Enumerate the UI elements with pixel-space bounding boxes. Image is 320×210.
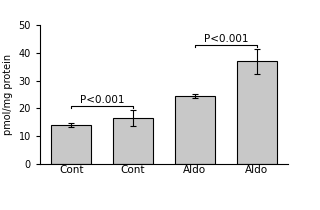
Y-axis label: pmol/mg protein: pmol/mg protein xyxy=(3,54,13,135)
Text: P<0.001: P<0.001 xyxy=(204,34,248,44)
Bar xyxy=(51,125,92,164)
Text: P<0.001: P<0.001 xyxy=(80,95,124,105)
Bar xyxy=(175,96,215,164)
Bar xyxy=(236,61,277,164)
Bar xyxy=(113,118,153,164)
